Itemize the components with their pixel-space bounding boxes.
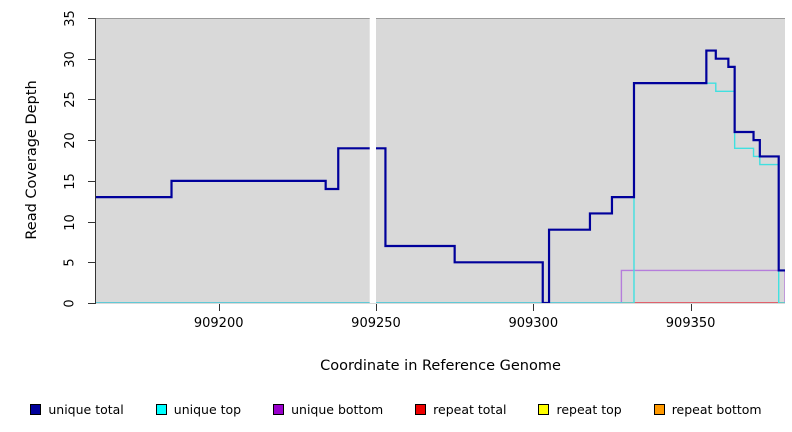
legend-swatch-icon (273, 403, 285, 415)
y-axis-tick (88, 262, 95, 264)
legend-swatch-icon (653, 403, 665, 415)
y-axis-tick (88, 18, 95, 19)
x-axis-title: Coordinate in Reference Genome (320, 358, 561, 374)
y-axis-tick-label: 5 (62, 258, 78, 267)
y-axis-tick-label: 30 (62, 50, 78, 68)
series-canvas (96, 18, 785, 303)
y-axis-tick (88, 58, 95, 60)
legend-swatch-icon (30, 403, 42, 415)
y-axis-tick-label: 10 (62, 213, 78, 231)
x-axis-tick (218, 304, 220, 311)
y-axis-line (95, 18, 96, 304)
legend: unique total unique top unique bottom repea… (0, 398, 792, 420)
legend-swatch-icon (538, 403, 550, 415)
y-axis-tick (88, 180, 95, 182)
legend-label: repeat top (556, 401, 622, 417)
x-axis-tick (376, 304, 377, 311)
legend-swatch-icon (155, 403, 167, 415)
legend-item: repeat bottom (653, 401, 762, 417)
y-axis-tick-label: 15 (62, 173, 78, 190)
legend-label: unique total (48, 401, 124, 417)
legend-swatch-icon (415, 403, 427, 415)
x-axis-tick (690, 304, 692, 311)
y-axis-tick (88, 99, 95, 101)
x-axis-tick-label: 909250 (351, 316, 401, 331)
y-axis-tick-label: 25 (62, 91, 78, 109)
legend-item: unique bottom (273, 402, 383, 417)
series-unique-bottom (96, 269, 785, 303)
legend-item: unique top (155, 401, 242, 417)
legend-label: repeat bottom (671, 401, 762, 417)
y-axis-tick-label: 0 (62, 299, 78, 308)
plot-background (96, 18, 785, 304)
y-axis-tick (88, 303, 95, 304)
series-unique-total (96, 49, 785, 303)
legend-label: unique top (173, 401, 242, 417)
y-axis-title: Read Coverage Depth (24, 80, 40, 240)
x-axis-tick-label: 909350 (665, 316, 716, 331)
y-axis-tick (88, 221, 95, 223)
y-axis-tick-label: 35 (62, 10, 78, 27)
x-axis-tick (533, 304, 535, 311)
plot-area (96, 18, 785, 303)
legend-item: repeat top (538, 401, 622, 417)
legend-item: repeat total (415, 402, 506, 417)
legend-item: unique total (30, 401, 124, 417)
x-axis-tick-label: 909300 (508, 316, 559, 331)
coverage-gap-band (369, 18, 376, 303)
y-axis-tick (88, 140, 95, 142)
y-axis-tick-label: 20 (62, 132, 78, 149)
legend-label: unique bottom (291, 401, 384, 417)
x-axis-tick-label: 909200 (193, 316, 244, 331)
legend-label: repeat total (433, 401, 507, 417)
